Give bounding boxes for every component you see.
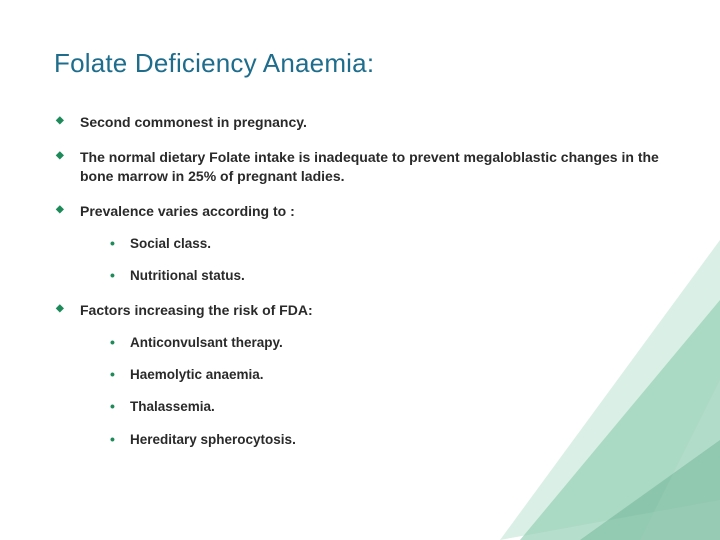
sub-bullet-text: Hereditary spherocytosis.: [130, 432, 296, 447]
slide-title: Folate Deficiency Anaemia:: [54, 48, 666, 79]
sub-bullet-list: Anticonvulsant therapy. Haemolytic anaem…: [80, 334, 666, 449]
sub-bullet-text: Haemolytic anaemia.: [130, 367, 264, 382]
sub-bullet-item: Thalassemia.: [108, 398, 666, 416]
sub-bullet-item: Social class.: [108, 235, 666, 253]
sub-bullet-text: Social class.: [130, 236, 211, 251]
sub-bullet-item: Anticonvulsant therapy.: [108, 334, 666, 352]
bullet-item: Second commonest in pregnancy.: [54, 113, 666, 132]
bullet-text: Second commonest in pregnancy.: [80, 114, 307, 130]
bullet-text: The normal dietary Folate intake is inad…: [80, 149, 659, 184]
bullet-text: Factors increasing the risk of FDA:: [80, 302, 313, 318]
bullet-item: Factors increasing the risk of FDA: Anti…: [54, 301, 666, 449]
sub-bullet-text: Nutritional status.: [130, 268, 245, 283]
deco-triangle-4: [580, 440, 720, 540]
bullet-item: Prevalence varies according to : Social …: [54, 202, 666, 285]
bullet-item: The normal dietary Folate intake is inad…: [54, 148, 666, 186]
bullet-list: Second commonest in pregnancy. The norma…: [54, 113, 666, 449]
bullet-text: Prevalence varies according to :: [80, 203, 295, 219]
slide: Folate Deficiency Anaemia: Second common…: [0, 0, 720, 540]
slide-content: Second commonest in pregnancy. The norma…: [54, 113, 666, 449]
sub-bullet-item: Haemolytic anaemia.: [108, 366, 666, 384]
sub-bullet-text: Thalassemia.: [130, 399, 215, 414]
sub-bullet-list: Social class. Nutritional status.: [80, 235, 666, 285]
sub-bullet-item: Nutritional status.: [108, 267, 666, 285]
sub-bullet-item: Hereditary spherocytosis.: [108, 431, 666, 449]
sub-bullet-text: Anticonvulsant therapy.: [130, 335, 283, 350]
